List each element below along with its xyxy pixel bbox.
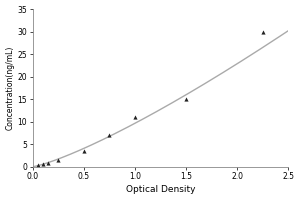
Point <box>81 149 86 153</box>
Point <box>35 164 40 167</box>
Point <box>133 116 137 119</box>
Point <box>260 30 265 33</box>
Point <box>46 162 50 165</box>
Point <box>184 98 188 101</box>
Y-axis label: Concentration(ng/mL): Concentration(ng/mL) <box>6 46 15 130</box>
Point <box>40 163 45 166</box>
X-axis label: Optical Density: Optical Density <box>126 185 195 194</box>
Point <box>107 134 112 137</box>
Point <box>56 158 61 162</box>
